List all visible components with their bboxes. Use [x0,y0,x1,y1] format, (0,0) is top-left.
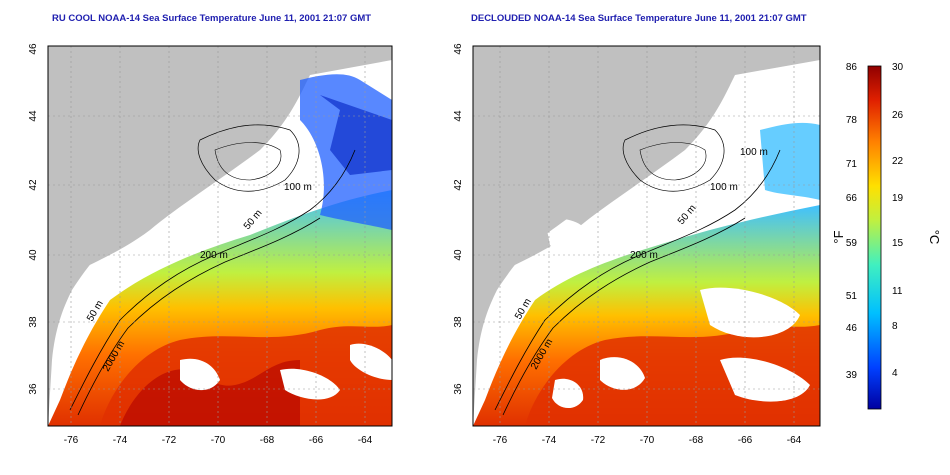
left-cloud-patch [128,248,159,275]
celsius-tick-label: 19 [892,193,904,204]
left-contour-label: 200 m [200,250,228,261]
left-map-panel: 100 m 50 m 200 m 50 m 2000 m -76 -74 -72… [28,43,393,446]
fahrenheit-tick-label: 46 [846,323,858,334]
x-tick-label: -68 [260,435,275,446]
fahrenheit-tick-label: 66 [846,193,858,204]
right-contour-label: 100 m [710,182,738,193]
left-map-frame [47,45,393,427]
right-cloud-patch [600,357,645,390]
right-graticule [473,46,820,426]
x-tick-label: -64 [358,435,373,446]
y-tick-label: 46 [453,43,464,55]
right-cloud-patch [552,378,584,409]
x-tick-label: -72 [591,435,606,446]
x-tick-label: -70 [640,435,655,446]
right-land-coast [473,46,728,426]
x-tick-label: -76 [64,435,79,446]
right-map-panel: 100 m 100 m 50 m 200 m 50 m 2000 m -76 -… [453,43,821,446]
fahrenheit-unit-label: °F [831,230,846,243]
y-tick-label: 36 [28,383,39,395]
celsius-tick-label: 8 [892,321,898,332]
right-contour-label: 100 m [740,147,768,158]
fahrenheit-tick-label: 39 [846,370,858,381]
right-x-axis: -76 -74 -72 -70 -68 -66 -64 [493,435,802,446]
left-x-axis: -76 -74 -72 -70 -68 -66 -64 [64,435,373,446]
left-panel-title: RU COOL NOAA-14 Sea Surface Temperature … [52,13,372,24]
celsius-tick-label: 11 [892,286,903,297]
celsius-tick-label: 26 [892,110,904,121]
y-tick-label: 44 [28,110,39,122]
celsius-tick-label: 4 [892,368,898,379]
x-tick-label: -72 [162,435,177,446]
celsius-unit-label: °C [927,230,942,245]
right-y-axis: 46 44 42 40 38 36 [453,43,464,395]
left-cloud-patch [180,358,220,391]
x-tick-label: -66 [309,435,324,446]
colorbar-gradient [867,65,882,410]
right-cloud-patch [700,287,800,338]
right-contour-label: 200 m [630,250,658,261]
x-tick-label: -64 [787,435,802,446]
right-contour-line [622,124,725,192]
right-panel-title: DECLOUDED NOAA-14 Sea Surface Temperatur… [471,13,807,24]
celsius-tick-label: 22 [892,156,904,167]
y-tick-label: 46 [28,43,39,55]
y-tick-label: 38 [453,316,464,328]
right-cloud-patch [720,357,810,402]
fahrenheit-tick-label: 78 [846,115,858,126]
left-cloud-patch [350,343,392,380]
left-cloud-patch [280,368,340,400]
left-land-coast [48,46,303,426]
fahrenheit-tick-label: 86 [846,62,858,73]
left-y-axis: 46 44 42 40 38 36 [28,43,39,395]
x-tick-label: -68 [689,435,704,446]
y-tick-label: 42 [453,179,464,191]
x-tick-label: -66 [738,435,753,446]
right-cold-water [760,122,820,200]
right-contour-line [502,217,746,416]
right-gulf-stream [525,325,820,426]
y-tick-label: 44 [453,110,464,122]
right-map-frame [472,45,821,427]
x-tick-label: -76 [493,435,508,446]
colorbar-fahrenheit-ticks: 86 78 71 66 59 51 46 39 [846,62,858,381]
x-tick-label: -70 [211,435,226,446]
x-tick-label: -74 [113,435,128,446]
fahrenheit-tick-label: 59 [846,238,858,249]
left-contour-label: 100 m [284,182,312,193]
y-tick-label: 40 [28,249,39,261]
y-tick-label: 38 [28,316,39,328]
celsius-tick-label: 15 [892,238,904,249]
colorbar: 86 78 71 66 59 51 46 39 30 26 22 19 15 1… [831,62,942,410]
left-gulf-stream-core [120,360,300,426]
y-tick-label: 42 [28,179,39,191]
fahrenheit-tick-label: 71 [846,159,858,170]
celsius-tick-label: 30 [892,62,904,73]
y-tick-label: 36 [453,383,464,395]
x-tick-label: -74 [542,435,557,446]
left-graticule [48,46,392,426]
left-contour-line [77,217,321,416]
colorbar-celsius-ticks: 30 26 22 19 15 11 8 4 [892,62,904,379]
y-tick-label: 40 [453,249,464,261]
fahrenheit-tick-label: 51 [846,291,858,302]
left-contour-line [197,124,300,192]
